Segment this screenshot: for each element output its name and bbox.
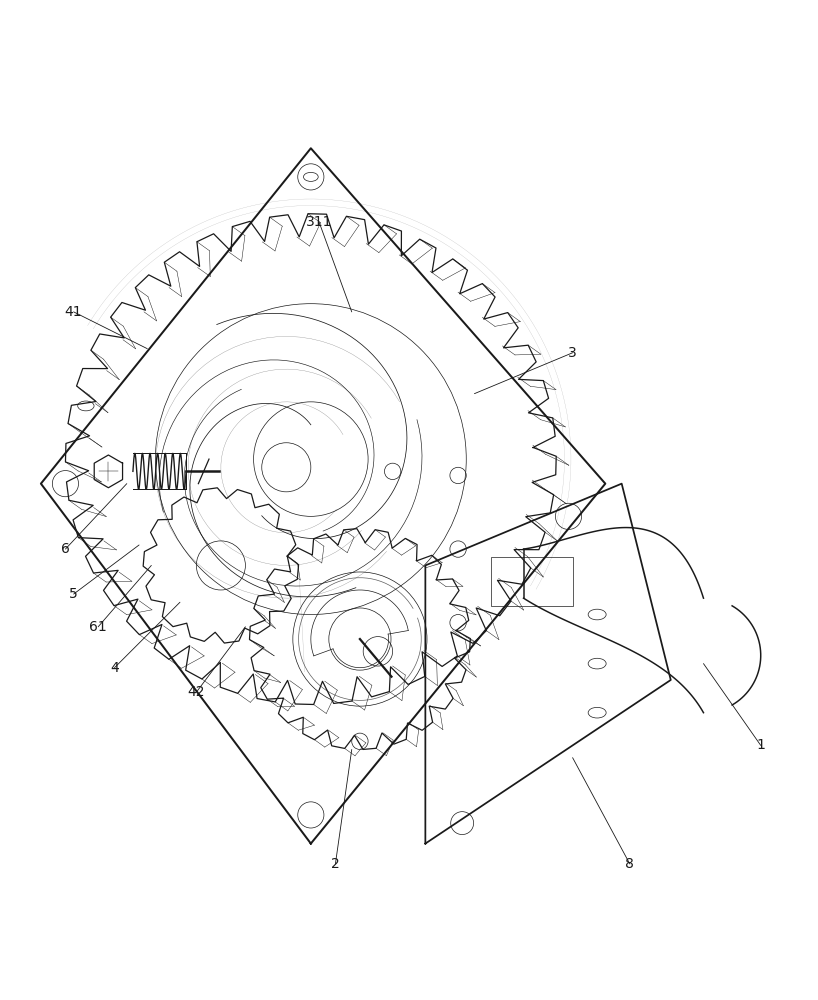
Text: 2: 2 xyxy=(331,857,339,871)
Text: 5: 5 xyxy=(70,587,78,601)
Text: 42: 42 xyxy=(187,685,205,699)
Text: 4: 4 xyxy=(110,661,119,675)
Text: 3: 3 xyxy=(569,346,577,360)
Text: 311: 311 xyxy=(306,215,332,229)
Text: 6: 6 xyxy=(61,542,70,556)
Text: 61: 61 xyxy=(89,620,107,634)
Bar xyxy=(491,557,573,606)
Text: 1: 1 xyxy=(757,738,765,752)
Text: 41: 41 xyxy=(65,305,83,319)
Text: 8: 8 xyxy=(626,857,634,871)
